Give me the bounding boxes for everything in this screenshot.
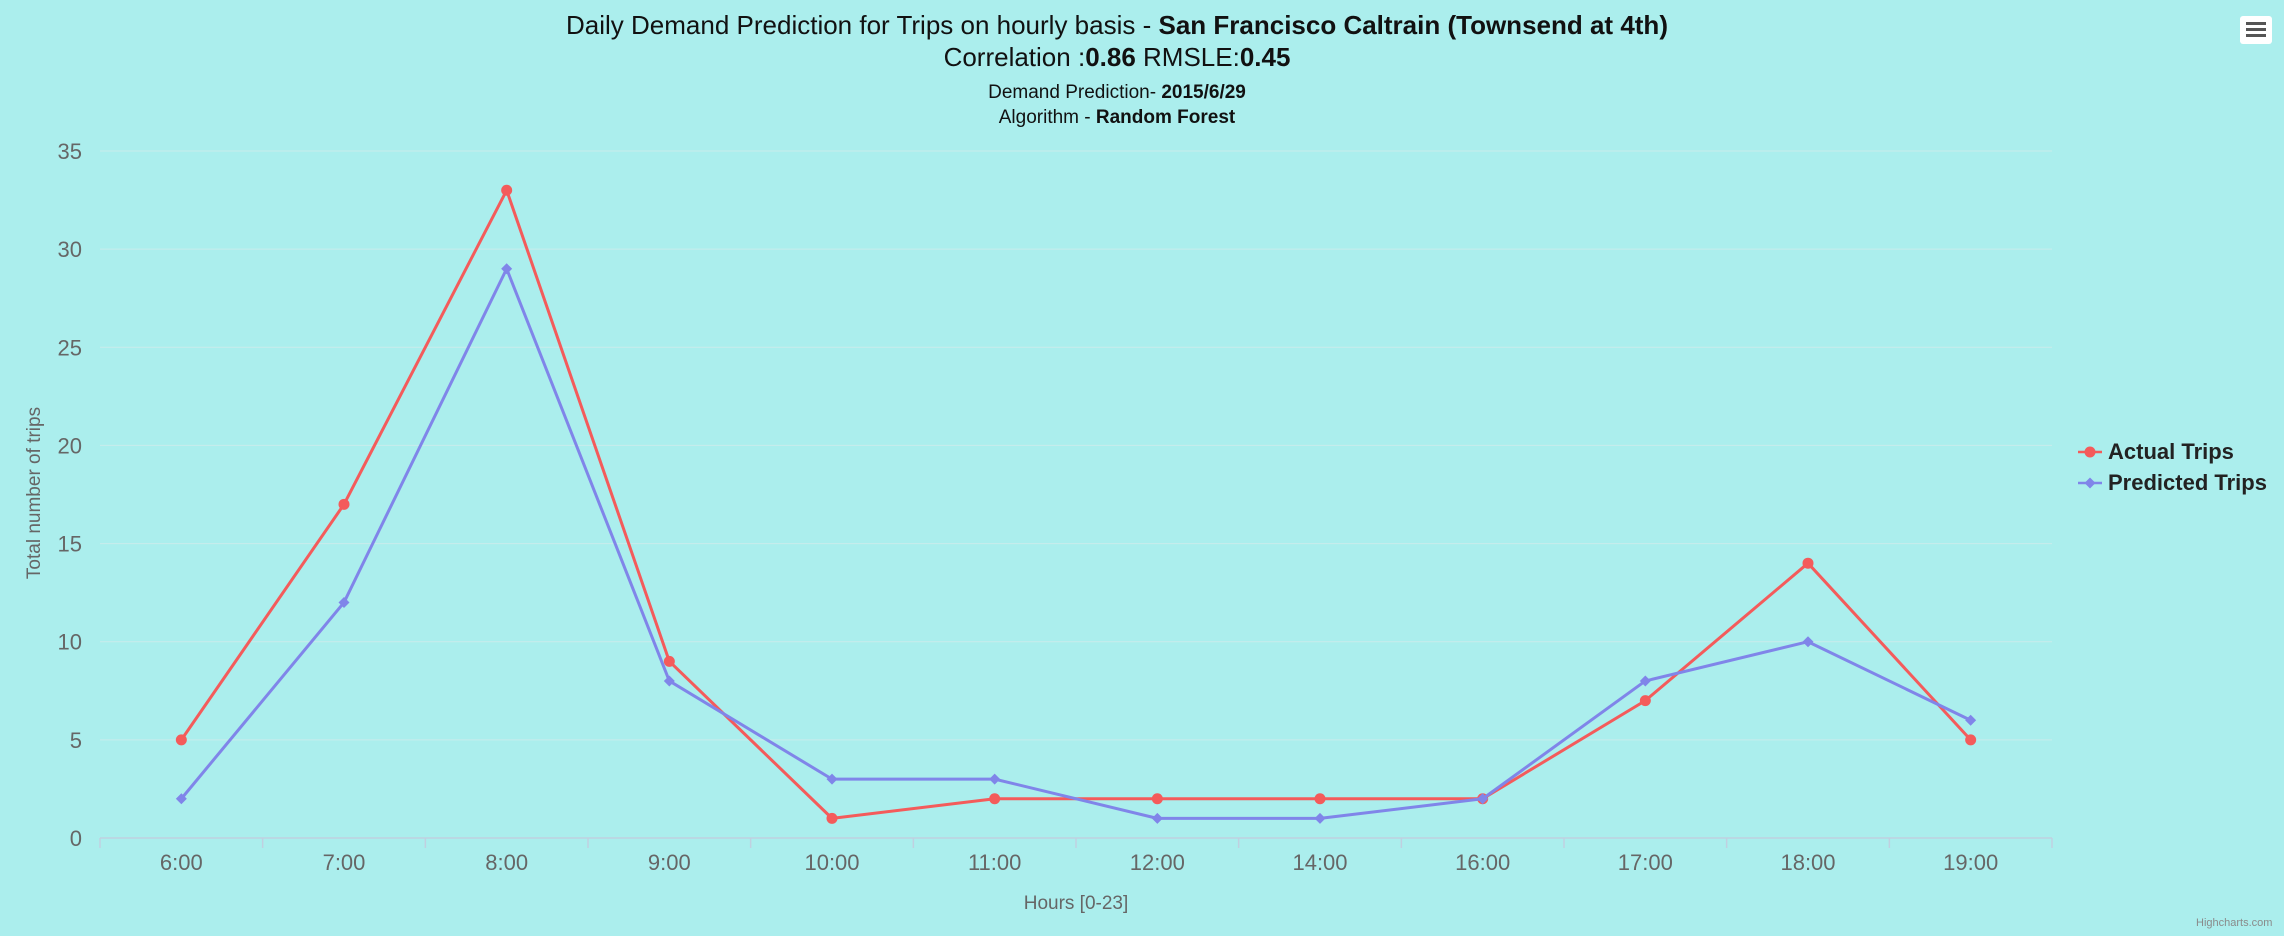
legend-item-predicted-trips[interactable]: Predicted Trips [2078,467,2267,498]
y-tick-label: 5 [70,728,82,753]
x-tick-label: 16:00 [1455,850,1510,875]
data-point[interactable] [1802,636,1814,648]
x-tick-label: 17:00 [1618,850,1673,875]
legend-symbol-icon [2078,446,2102,457]
data-point[interactable] [175,793,187,805]
series-predicted-trips[interactable] [175,263,1977,824]
date-label: Demand Prediction- [988,82,1162,103]
algorithm-value: Random Forest [1095,107,1236,128]
data-point[interactable] [989,793,1001,805]
x-tick-label: 10:00 [804,850,859,875]
y-tick-label: 30 [58,237,82,262]
data-point[interactable] [1802,557,1814,569]
data-point[interactable] [338,596,350,608]
axes: 0 5 10 15 20 25 30 35 6:00 7:00 8:00 9:00 10:00 11:00… [58,139,2053,875]
y-tick-label: 25 [58,335,82,360]
chart-metrics: Correlation :0.86 RMSLE:0.45 [0,42,2234,73]
chart-title: Daily Demand Prediction for Trips on hou… [0,10,2234,41]
x-tick-label: 19:00 [1943,850,1998,875]
data-point[interactable] [826,773,838,785]
credits-link[interactable]: Highcharts.com [2196,917,2273,929]
date-value: 2015/6/29 [1161,82,1246,103]
y-tick-label: 0 [70,826,82,851]
x-tick-label: 7:00 [323,850,366,875]
x-tick-label: 6:00 [160,850,203,875]
x-tick-label: 14:00 [1292,850,1347,875]
x-axis-title: Hours [0-23] [1024,893,1129,914]
grid-lines [100,150,2052,741]
data-point[interactable] [1965,714,1977,726]
legend-item-actual-trips[interactable]: Actual Trips [2078,436,2267,467]
chart-legend: Actual Trips Predicted Trips [2078,436,2267,498]
series-actual-trips[interactable] [175,184,1977,824]
x-tick-label: 8:00 [485,850,528,875]
x-tick-label: 12:00 [1130,850,1185,875]
legend-label: Predicted Trips [2108,469,2267,495]
x-tick-label: 11:00 [968,850,1021,875]
data-point[interactable] [1314,793,1326,805]
algorithm-label: Algorithm - [998,107,1096,128]
title-prefix: Daily Demand Prediction for Trips on hou… [566,10,1159,40]
y-tick-label: 35 [58,139,82,164]
data-point[interactable] [826,812,838,824]
data-point[interactable] [1639,675,1651,687]
series-line [180,267,1972,820]
title-station: San Francisco Caltrain (Townsend at 4th) [1158,10,1668,40]
series-line [180,188,1972,820]
y-tick-label: 15 [58,532,82,557]
data-point[interactable] [501,263,513,275]
x-tick-label: 18:00 [1780,850,1835,875]
y-tick-label: 10 [58,630,82,655]
data-point[interactable] [1151,793,1163,805]
y-tick-label: 20 [58,433,82,458]
data-point[interactable] [1151,812,1163,824]
correlation-label: Correlation : [943,42,1086,72]
chart-subtitle-algorithm: Algorithm - Random Forest [0,107,2234,129]
chart-subtitle-date: Demand Prediction- 2015/6/29 [0,82,2234,104]
data-point[interactable] [663,675,675,687]
data-point[interactable] [989,773,1001,785]
data-point[interactable] [338,498,350,510]
data-point[interactable] [1639,695,1651,707]
chart-context-menu-button[interactable] [2240,16,2272,44]
legend-symbol-icon [2078,477,2102,488]
series-lines [175,184,1977,824]
rmsle-label: RMSLE: [1135,42,1240,72]
y-axis-title: Total number of trips [24,407,45,579]
legend-label: Actual Trips [2108,438,2234,464]
data-point[interactable] [501,184,513,196]
data-point[interactable] [663,655,675,667]
rmsle-value: 0.45 [1239,42,1291,72]
data-point[interactable] [175,734,187,746]
correlation-value: 0.86 [1085,42,1136,72]
x-tick-label: 9:00 [648,850,691,875]
data-point[interactable] [1965,734,1977,746]
data-point[interactable] [1477,793,1489,805]
data-point[interactable] [1314,812,1326,824]
